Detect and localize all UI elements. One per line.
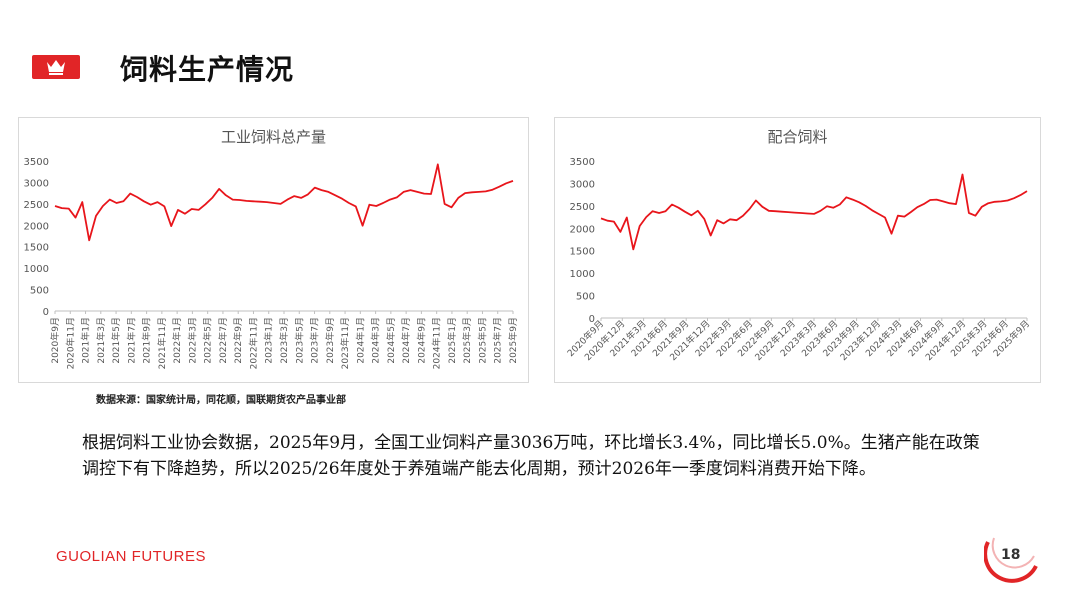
x-tick-label: 2024年11月 [431, 317, 443, 369]
y-tick-label: 0 [43, 307, 49, 318]
x-tick-label: 2024年1月 [354, 317, 366, 364]
y-tick-label: 3500 [570, 157, 595, 168]
corner-arc-decoration [984, 537, 1038, 583]
x-tick-label: 2022年3月 [186, 317, 198, 364]
x-tick-label: 2021年11月 [156, 317, 168, 369]
chart-total-feed-output: 工业饲料总产量 0 500 1000 1500 2000 2500 3000 3500 2020… [18, 117, 529, 383]
x-tick-label: 2020年11月 [64, 317, 76, 369]
y-tick-label: 3000 [24, 178, 49, 189]
page-number: 18 [1001, 547, 1021, 563]
x-tick-label: 2025年7月 [492, 317, 504, 364]
x-tick-label: 2025年3月 [461, 317, 473, 364]
x-tick-label: 2024年5月 [385, 317, 397, 364]
x-tick-label: 2022年1月 [171, 317, 183, 364]
series-line [54, 163, 514, 242]
y-tick-label: 3500 [24, 157, 49, 168]
x-tick-label: 2020年9月 [49, 317, 61, 364]
x-tick-label: 2022年7月 [217, 317, 229, 364]
x-tick-label: 2024年9月 [415, 317, 427, 364]
x-tick-label: 2023年7月 [309, 317, 321, 364]
y-tick-label: 1000 [24, 264, 49, 275]
y-tick-label: 2000 [570, 224, 595, 235]
y-tick-label: 2500 [24, 200, 49, 211]
y-tick-label: 3000 [570, 179, 595, 190]
x-tick-label: 2022年11月 [247, 317, 259, 369]
x-tick-label: 2021年3月 [95, 317, 107, 364]
x-tick-label: 2023年11月 [339, 317, 351, 369]
y-tick-label: 500 [576, 292, 595, 303]
brand-logo [32, 55, 80, 79]
x-tick-label: 2022年9月 [232, 317, 244, 364]
y-tick-label: 2500 [570, 202, 595, 213]
crown-icon [47, 60, 65, 75]
y-tick-label: 1500 [570, 247, 595, 258]
chart-compound-feed: 配合饲料 0 500 1000 1500 2000 2500 3000 3500 2020年9月… [554, 117, 1041, 383]
x-tick-label: 2025年9月 [507, 317, 519, 364]
chart-title: 工业饲料总产量 [220, 128, 326, 146]
chart-svg: 05001000150020002500300035002020年9月2020年… [565, 157, 1032, 363]
chart-title: 配合饲料 [767, 128, 828, 146]
x-tick-label: 2024年7月 [400, 317, 412, 364]
x-tick-label: 2023年5月 [293, 317, 305, 364]
y-tick-label: 1500 [24, 243, 49, 254]
page-title: 饲料生产情况 [120, 53, 295, 86]
x-tick-label: 2023年9月 [324, 317, 336, 364]
y-tick-label: 1000 [570, 269, 595, 280]
x-tick-label: 2021年5月 [110, 317, 122, 364]
x-tick-label: 2021年9月 [141, 317, 153, 364]
y-tick-label: 500 [30, 286, 49, 297]
x-tick-label: 2023年1月 [263, 317, 275, 364]
x-tick-label: 2021年1月 [80, 317, 92, 364]
footer-brand: GUOLIAN FUTURES [56, 548, 207, 565]
x-tick-label: 2021年7月 [125, 317, 137, 364]
summary-paragraph: 根据饲料工业协会数据，2025年9月，全国工业饲料产量3036万吨，环比增长3.… [82, 433, 980, 479]
source-note: 数据来源：国家统计局，同花顺，国联期货农产品事业部 [96, 395, 346, 406]
x-tick-label: 2025年1月 [446, 317, 458, 364]
x-tick-label: 2024年3月 [370, 317, 382, 364]
y-tick-label: 2000 [24, 221, 49, 232]
x-tick-label: 2022年5月 [202, 317, 214, 364]
x-tick-label: 2023年3月 [278, 317, 290, 364]
series-line [600, 173, 1028, 251]
y-tick-label: 0 [589, 314, 595, 325]
x-tick-label: 2025年5月 [476, 317, 488, 364]
